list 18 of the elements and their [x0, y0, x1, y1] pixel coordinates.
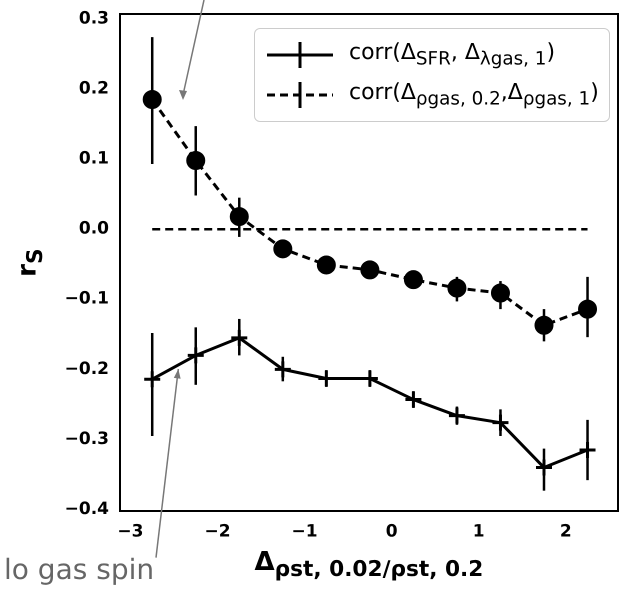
y-tick-label: −0.2 — [64, 358, 109, 379]
x-tick-label: −2 — [204, 522, 231, 542]
y-tick-label: 0.1 — [78, 148, 109, 169]
y-tick-label: −0.4 — [64, 499, 110, 520]
y-tick-label: −0.3 — [64, 428, 109, 449]
legend-label: corr(Δ$_{SFR}$, Δ$_{λgas, 1}$) — [349, 40, 556, 70]
x-tick-label: −1 — [292, 522, 318, 542]
legend-label: corr(Δ$_{ρgas, 0.2}$,Δ$_{ρgas, 1}$) — [349, 80, 599, 110]
annotation: lo gas spin — [4, 553, 154, 586]
y-tick-label: 0.2 — [78, 78, 109, 98]
x-axis-title: Δ$_{ρst, 0.02/ρst, 0.2}$ — [254, 547, 484, 582]
x-tick-label: 2 — [560, 522, 572, 542]
x-tick-label: −3 — [117, 522, 144, 542]
y-tick-label: 0.3 — [78, 8, 109, 28]
y-tick-label: −0.1 — [64, 288, 109, 309]
x-tick-label: 0 — [386, 522, 398, 542]
y-tick-label: 0.0 — [78, 218, 110, 239]
x-tick-label: 1 — [472, 522, 485, 542]
